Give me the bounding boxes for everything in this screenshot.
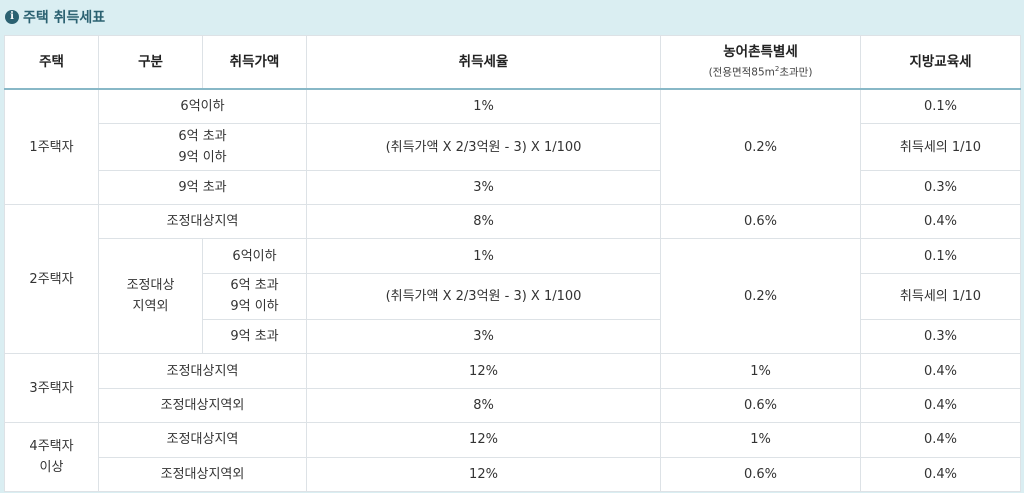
edu-tax-cell: 0.4% (860, 422, 1021, 458)
price-cell: 6억이하 (98, 88, 307, 125)
header-rural-tax-note: (전용면적85m2초과만) (708, 65, 813, 79)
edu-tax-cell: 취득세의 1/10 (860, 272, 1021, 321)
rate-cell: 8% (306, 204, 661, 240)
header-row: 주택 구분 취득가액 취득세율 농어촌특별세 (전용면적85m2초과만) 지방교… (4, 35, 1021, 90)
rate-cell: 1% (306, 238, 661, 274)
rate-cell: 12% (306, 422, 661, 458)
info-icon: i (5, 10, 19, 24)
rate-cell: 8% (306, 387, 661, 424)
table-row: 9억 초과 3% 0.3% (5, 318, 1021, 355)
rate-cell: 3% (306, 318, 661, 355)
rural-tax-cell: 1% (660, 422, 861, 458)
table-row: 6억 초과 9억 이하 (취득가액 X 2/3억원 - 3) X 1/100 취… (5, 272, 1021, 321)
category-cell: 조정대상지역외 (98, 456, 307, 493)
table-row: 1주택자 6억이하 1% 0.2% 0.1% (4, 88, 1021, 206)
rural-tax-cell: 0.2% (660, 88, 861, 206)
header-edu-tax: 지방교육세 (860, 35, 1021, 90)
table-caption-banner: i 주택 취득세표 (0, 0, 1024, 34)
table-row: 조정대상지역외 8% 0.6% 0.4% (5, 387, 1021, 424)
rate-cell: 3% (306, 169, 661, 206)
header-rural-tax-label: 농어촌특별세 (723, 44, 798, 61)
header-rate: 취득세율 (306, 35, 661, 90)
house-label-3: 3주택자 (4, 353, 99, 424)
price-cell: 6억이하 (202, 238, 307, 274)
edu-tax-cell: 0.1% (860, 88, 1021, 125)
category-cell: 조정대상지역 (98, 353, 307, 389)
header-category: 구분 (98, 35, 203, 90)
header-price: 취득가액 (202, 35, 307, 90)
price-cell: 6억 초과 9억 이하 (98, 123, 307, 171)
category-cell: 조정대상 지역외 (98, 238, 203, 355)
rate-cell: (취득가액 X 2/3억원 - 3) X 1/100 (306, 123, 661, 171)
rural-tax-cell: 0.2% (660, 238, 861, 355)
table-row: 2주택자 조정대상지역 8% 0.6% 0.4% (4, 204, 1021, 355)
price-cell: 6억 초과 9억 이하 (202, 272, 307, 321)
table-row: 9억 초과 3% 0.3% (5, 169, 1021, 206)
edu-tax-cell: 취득세의 1/10 (860, 123, 1021, 171)
house-label-1: 1주택자 (4, 88, 99, 206)
edu-tax-cell: 0.1% (860, 238, 1021, 274)
header-house: 주택 (4, 35, 99, 90)
price-cell: 9억 초과 (98, 169, 307, 206)
house-label-2: 2주택자 (4, 204, 99, 355)
table-row: 3주택자 조정대상지역 12% 1% 0.4% (4, 353, 1021, 424)
edu-tax-cell: 0.3% (860, 169, 1021, 206)
edu-tax-cell: 0.4% (860, 353, 1021, 389)
table-row: 조정대상 지역외 6억이하 1% 0.2% 0.1% (5, 238, 1021, 355)
category-cell: 조정대상지역외 (98, 387, 307, 424)
rate-cell: 12% (306, 456, 661, 493)
table-row: 4주택자 이상 조정대상지역 12% 1% 0.4% (4, 422, 1021, 492)
category-cell: 조정대상지역 (98, 422, 307, 458)
rural-tax-cell: 0.6% (660, 456, 861, 493)
table-row: 6억 초과 9억 이하 (취득가액 X 2/3억원 - 3) X 1/100 취… (5, 123, 1021, 171)
edu-tax-cell: 0.3% (860, 318, 1021, 355)
rate-cell: (취득가액 X 2/3억원 - 3) X 1/100 (306, 272, 661, 321)
rural-tax-cell: 0.6% (660, 204, 861, 240)
edu-tax-cell: 0.4% (860, 204, 1021, 240)
rural-tax-cell: 0.6% (660, 387, 861, 424)
table-row: 조정대상지역외 12% 0.6% 0.4% (5, 456, 1021, 493)
house-label-4: 4주택자 이상 (4, 422, 99, 492)
rural-tax-cell: 1% (660, 353, 861, 389)
header-rural-tax: 농어촌특별세 (전용면적85m2초과만) (660, 35, 861, 90)
category-cell: 조정대상지역 (98, 204, 307, 240)
edu-tax-cell: 0.4% (860, 456, 1021, 493)
rate-cell: 1% (306, 88, 661, 125)
acquisition-tax-table: 주택 구분 취득가액 취득세율 농어촌특별세 (전용면적85m2초과만) 지방교… (4, 35, 1021, 493)
price-cell: 9억 초과 (202, 318, 307, 355)
rate-cell: 12% (306, 353, 661, 389)
table-title: 주택 취득세표 (23, 10, 106, 26)
edu-tax-cell: 0.4% (860, 387, 1021, 424)
